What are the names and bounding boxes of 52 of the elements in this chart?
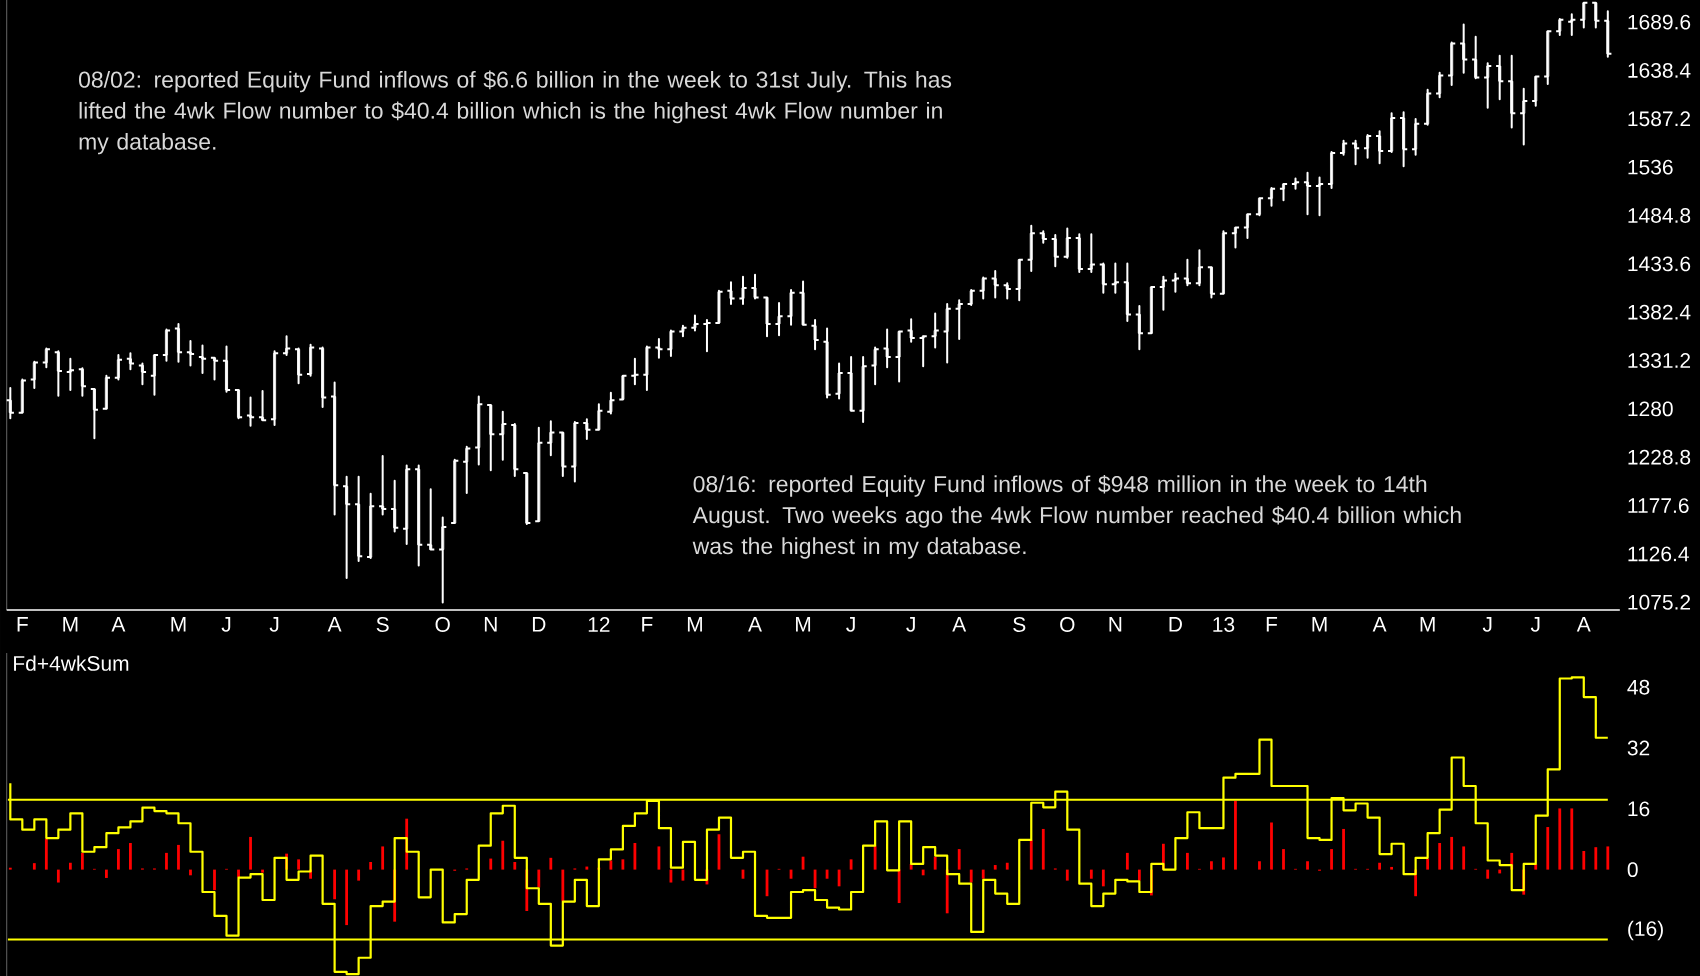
x-tick-label: 12 — [588, 617, 610, 632]
y-tick-label: 16 — [1628, 801, 1650, 817]
x-tick-label: F — [1266, 617, 1278, 632]
y-tick-label: 1280 — [1628, 401, 1673, 417]
y-tick-label: 1331.2 — [1628, 353, 1691, 368]
annotation: 08/16: reported Equity Fund inflows of $948 million in the week to 14th August. Two weeks ago the 4wk Flow number reached $40.4 billion which was the highest in my database. — [692, 474, 1461, 559]
x-tick-label: A — [748, 617, 762, 632]
annotation: 08/02: reported Equity Fund inflows of $6.6 billion in the week to 31st July. This has lifted the 4wk Flow number to $40.4 billion which is the highest 4wk Flow number in my database. — [79, 70, 952, 155]
x-tick-label: J — [221, 617, 231, 632]
y-tick-label: 1433.6 — [1628, 256, 1691, 272]
x-tick-label: S — [376, 617, 389, 632]
x-tick-label: N — [484, 617, 497, 632]
x-tick-label: M — [1312, 617, 1327, 632]
x-tick-label: D — [532, 617, 546, 632]
x-tick-label: J — [846, 617, 855, 632]
x-tick-label: M — [687, 617, 702, 632]
x-tick-label: F — [17, 617, 28, 632]
x-tick-label: A — [327, 617, 342, 632]
x-tick-label: F — [642, 617, 653, 632]
x-tick-label: A — [1576, 617, 1591, 632]
y-tick-label: 1382.4 — [1628, 304, 1691, 320]
x-tick-label: D — [1169, 617, 1182, 632]
x-tick-label: M — [171, 617, 186, 632]
y-tick-label: 1126.4 — [1628, 546, 1689, 562]
y-tick-label: 1228.8 — [1628, 449, 1691, 465]
x-tick-label: J — [269, 617, 279, 632]
x-tick-label: M — [1420, 617, 1435, 632]
x-tick-label: A — [1372, 617, 1387, 632]
y-tick-label: 1689.6 — [1628, 14, 1691, 30]
y-tick-label: 1536 — [1628, 159, 1673, 175]
x-tick-label: O — [435, 617, 450, 632]
y-tick-label: 0 — [1627, 862, 1638, 878]
y-tick-label: 1638.4 — [1628, 63, 1691, 78]
x-tick-label: J — [1530, 617, 1540, 632]
y-tick-label: 1484.8 — [1628, 208, 1691, 223]
y-tick-label: 32 — [1627, 740, 1650, 756]
x-tick-label: M — [63, 617, 78, 632]
x-tick-label: M — [796, 617, 811, 632]
y-tick-label: (16) — [1628, 920, 1663, 941]
y-tick-label: 48 — [1627, 679, 1650, 695]
x-tick-label: A — [111, 617, 126, 632]
x-tick-label: N — [1109, 617, 1122, 632]
x-tick-label: S — [1013, 617, 1026, 632]
y-tick-label: 1587.2 — [1628, 111, 1691, 127]
x-tick-label: J — [1482, 617, 1492, 632]
x-tick-label: O — [1060, 617, 1075, 632]
y-tick-label: 1075.2 — [1628, 594, 1691, 610]
chart-title: Fd+4wkSum — [14, 655, 129, 671]
y-tick-label: 1177.6 — [1628, 498, 1689, 514]
x-tick-label: A — [952, 617, 967, 632]
x-tick-label: J — [906, 617, 915, 632]
x-tick-label: 13 — [1213, 617, 1235, 632]
